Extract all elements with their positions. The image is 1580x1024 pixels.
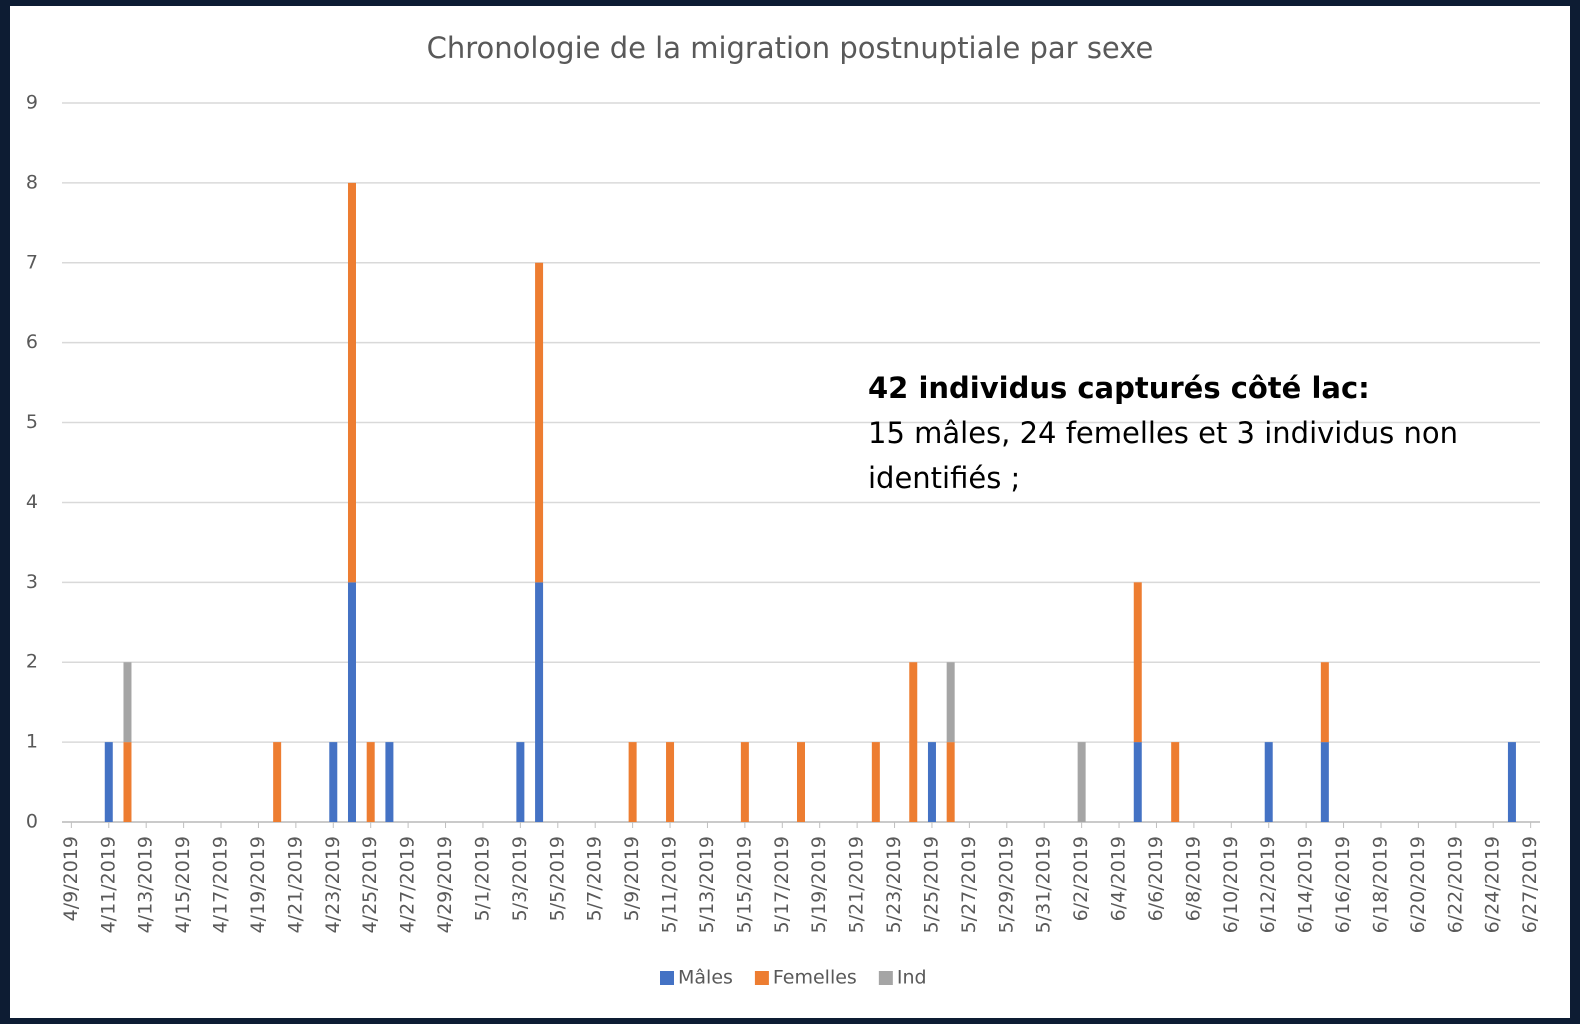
x-tick-label: 6/2/2019	[1070, 836, 1092, 921]
bar-segment	[329, 742, 338, 822]
bar-segment	[1320, 742, 1329, 822]
x-tick-label: 6/18/2019	[1369, 836, 1391, 933]
x-tick-label: 5/11/2019	[659, 836, 681, 933]
y-tick-label: 9	[26, 92, 38, 114]
bar-segment	[347, 182, 356, 583]
x-tick-label: 5/3/2019	[509, 836, 531, 921]
x-tick-label: 4/29/2019	[434, 836, 456, 933]
x-tick-label: 4/23/2019	[322, 836, 344, 933]
chart: Chronologie de la migration postnuptiale…	[26, 31, 1541, 989]
x-tick-label: 5/17/2019	[771, 836, 793, 933]
bar-segment	[123, 742, 132, 822]
bar-segment	[273, 742, 282, 822]
bar-segment	[535, 262, 544, 583]
annotation: 42 individus capturés côté lac: 15 mâles…	[868, 366, 1508, 501]
x-tick-label: 5/23/2019	[883, 836, 905, 933]
x-tick-label: 6/8/2019	[1182, 836, 1204, 921]
bar-segment	[104, 742, 113, 822]
x-tick-label: 4/15/2019	[172, 836, 194, 933]
x-tick-label: 6/12/2019	[1257, 836, 1279, 933]
bar-segment	[1507, 742, 1516, 822]
x-tick-label: 5/7/2019	[584, 836, 606, 921]
x-tick-label: 6/14/2019	[1295, 836, 1317, 933]
x-tick-label: 6/16/2019	[1332, 836, 1354, 933]
bar-segment	[1077, 742, 1086, 822]
y-tick-label: 3	[26, 571, 38, 593]
x-tick-label: 5/15/2019	[733, 836, 755, 933]
x-tick-label: 4/9/2019	[60, 836, 82, 921]
x-tick-label: 6/6/2019	[1145, 836, 1167, 921]
legend-swatch	[878, 971, 893, 985]
x-tick-label: 6/4/2019	[1108, 836, 1130, 921]
chart-frame: Chronologie de la migration postnuptiale…	[10, 6, 1570, 1018]
legend-label: Ind	[897, 967, 927, 989]
y-tick-label: 2	[26, 651, 38, 673]
y-tick-label: 1	[26, 731, 38, 753]
y-tick-label: 0	[26, 811, 38, 833]
chart-title: Chronologie de la migration postnuptiale…	[427, 31, 1154, 65]
bar-segment	[516, 742, 525, 822]
bar-segment	[1133, 742, 1142, 822]
bar-segment	[946, 662, 955, 743]
bar-segment	[927, 742, 936, 822]
x-tick-label: 5/5/2019	[546, 836, 568, 921]
legend-swatch	[660, 971, 674, 985]
bar-segment	[871, 742, 880, 822]
x-tick-label: 4/19/2019	[247, 836, 269, 933]
bar-segment	[666, 742, 675, 822]
legend-label: Femelles	[773, 967, 857, 989]
bar-segment	[385, 742, 394, 822]
legend-swatch	[754, 971, 769, 985]
bar-segment	[909, 662, 918, 822]
bar-segment	[946, 742, 955, 822]
bar-segment	[1320, 662, 1329, 743]
x-tick-label: 5/27/2019	[958, 836, 980, 933]
x-tick-label: 4/13/2019	[135, 836, 157, 933]
x-tick-label: 5/13/2019	[696, 836, 718, 933]
y-tick-label: 7	[26, 251, 38, 273]
bar-segment	[1133, 582, 1142, 743]
bar-segment	[123, 662, 132, 743]
legend-label: Mâles	[678, 967, 733, 989]
x-tick-label: 5/21/2019	[846, 836, 868, 933]
x-tick-label: 5/29/2019	[995, 836, 1017, 933]
bar-segment	[535, 582, 544, 822]
annotation-text: 15 mâles, 24 femelles et 3 individus non…	[868, 416, 1458, 495]
x-tick-label: 5/1/2019	[471, 836, 493, 921]
bar-segment	[347, 582, 356, 822]
x-tick-label: 6/24/2019	[1482, 836, 1504, 933]
y-tick-label: 4	[26, 491, 38, 513]
x-tick-label: 6/10/2019	[1220, 836, 1242, 933]
y-tick-label: 5	[26, 411, 38, 433]
x-tick-label: 4/27/2019	[397, 836, 419, 933]
annotation-heading: 42 individus capturés côté lac:	[868, 371, 1370, 405]
bar-segment	[1264, 742, 1273, 822]
x-tick-label: 5/19/2019	[808, 836, 830, 933]
x-tick-label: 4/21/2019	[284, 836, 306, 933]
bar-segment	[628, 742, 637, 822]
x-tick-label: 4/11/2019	[97, 836, 119, 933]
x-tick-label: 4/25/2019	[359, 836, 381, 933]
y-tick-label: 6	[26, 331, 38, 353]
y-tick-label: 8	[26, 171, 38, 193]
bar-segment	[1171, 742, 1180, 822]
x-tick-label: 5/9/2019	[621, 836, 643, 921]
x-tick-label: 4/17/2019	[210, 836, 232, 933]
bar-segment	[740, 742, 749, 822]
x-tick-label: 5/31/2019	[1033, 836, 1055, 933]
x-tick-label: 6/22/2019	[1444, 836, 1466, 933]
x-tick-label: 6/20/2019	[1407, 836, 1429, 933]
bar-segment	[797, 742, 805, 822]
x-tick-label: 6/27/2019	[1519, 836, 1541, 933]
bar-segment	[366, 742, 375, 822]
x-tick-label: 5/25/2019	[920, 836, 942, 933]
